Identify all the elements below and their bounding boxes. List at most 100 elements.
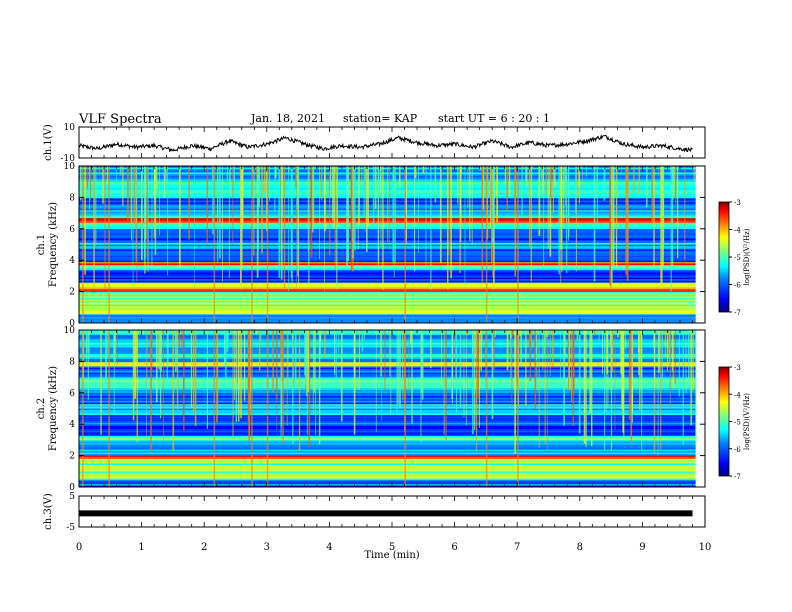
sferic-streak [259, 330, 261, 371]
sferic-streak [257, 166, 259, 251]
ch1-spec-y-tick-label: 0 [69, 319, 75, 329]
heatmap-band [79, 435, 696, 437]
sferic-streak [234, 330, 235, 400]
heatmap-band [79, 454, 696, 457]
sferic-streak [646, 166, 648, 208]
heatmap-band [79, 310, 696, 313]
sferic-streak [593, 330, 596, 336]
sferic-streak [306, 330, 308, 435]
sferic-streak [631, 330, 633, 377]
sferic-streak [80, 166, 82, 201]
heatmap-band [79, 272, 696, 275]
sferic-streak [610, 330, 612, 334]
ch1-trace [78, 133, 693, 153]
ch2-spec-y-label-channel: ch.2 [36, 398, 47, 420]
heatmap-band [79, 216, 696, 219]
ch2-spec-heatmap [79, 330, 697, 487]
sferic-streak [352, 166, 354, 259]
sferic-streak [256, 330, 258, 334]
heatmap-band [79, 230, 696, 233]
sferic-streak [430, 330, 432, 369]
heatmap-band [79, 449, 696, 452]
sferic-streak [671, 330, 673, 372]
heatmap-band [79, 299, 696, 302]
sferic-streak [550, 166, 552, 202]
ch1-panel: 10 -10 ch.1(V) [43, 123, 706, 164]
sferic-streak [140, 330, 142, 333]
ch2-spec-y-tick-label: 8 [69, 357, 75, 367]
sferic-streak [280, 330, 282, 439]
sferic-streak [414, 166, 416, 272]
sferic-streak [338, 330, 339, 353]
sferic-streak [361, 330, 364, 352]
ch2-spec-y-label: Frequency (kHz) [48, 366, 59, 451]
heatmap-band [79, 172, 696, 175]
sferic-streak [684, 166, 686, 261]
sferic-streak [620, 330, 622, 375]
sferic-streak [348, 330, 350, 334]
sferic-streak [308, 330, 311, 448]
heatmap-band [79, 312, 696, 315]
sferic-streak [336, 166, 338, 290]
ch1-spec-panel: 0 2 4 6 8 10 ch.1 Frequency (kHz) -3 -4 -5 -6 -7 log(… [36, 162, 751, 329]
sferic-streak [654, 330, 656, 388]
heatmap-band [79, 238, 696, 241]
sferic-streak [661, 330, 663, 388]
ch3-y-tick-label: 5 [69, 492, 75, 502]
heatmap-band [79, 222, 696, 225]
sferic-streak [611, 330, 614, 373]
sferic-streak [547, 166, 549, 249]
sferic-streak [122, 166, 124, 206]
ch1-spec-colorbar-tick-label: -7 [734, 309, 741, 317]
heatmap-band [79, 469, 696, 472]
sferic-streak [459, 166, 461, 273]
sferic-streak [274, 166, 276, 213]
heatmap-band [79, 227, 696, 230]
heatmap-band [79, 249, 696, 251]
sferic-streak [258, 166, 260, 208]
heatmap-band [79, 418, 696, 420]
sferic-streak [366, 166, 368, 252]
sferic-streak [280, 166, 283, 280]
x-tick-label: 6 [451, 542, 457, 553]
sferic-streak [144, 166, 146, 259]
sferic-streak [481, 166, 484, 282]
heatmap-band [79, 342, 696, 345]
heatmap-band [79, 224, 696, 226]
ch1-spec-y-tick-label: 6 [69, 225, 75, 235]
heatmap-band [79, 480, 696, 483]
heatmap-band [79, 407, 696, 409]
sferic-streak [480, 330, 482, 371]
sferic-streak [312, 166, 314, 233]
sferic-streak [469, 166, 471, 241]
heatmap-band [79, 252, 696, 255]
sferic-streak [538, 330, 540, 448]
heatmap-band [79, 279, 696, 281]
heatmap-band [79, 194, 696, 197]
heatmap-band [79, 290, 696, 292]
sferic-streak [133, 330, 135, 375]
ch2-spec-colorbar-label: log(PSD)(V²/Hz) [743, 393, 751, 450]
sferic-streak [188, 166, 190, 240]
sferic-streak [142, 166, 143, 261]
sferic-streak [175, 330, 177, 372]
sferic-streak [482, 166, 485, 210]
sferic-streak [455, 330, 456, 381]
sferic-streak [176, 330, 179, 410]
heatmap-band [79, 313, 696, 316]
sferic-streak [472, 330, 474, 435]
sferic-streak [504, 166, 506, 184]
sferic-streak [450, 166, 452, 279]
sferic-streak [347, 166, 350, 262]
sferic-streak [146, 166, 148, 258]
heatmap-band [79, 333, 696, 335]
heatmap-band [79, 191, 696, 194]
heatmap-band [79, 302, 696, 305]
sferic-streak [638, 166, 640, 194]
heatmap-band [79, 468, 696, 471]
sferic-streak-strong [108, 330, 110, 487]
sferic-streak [333, 166, 336, 229]
sferic-streak [511, 330, 514, 337]
sferic-streak [280, 166, 281, 253]
sferic-streak [425, 166, 427, 270]
